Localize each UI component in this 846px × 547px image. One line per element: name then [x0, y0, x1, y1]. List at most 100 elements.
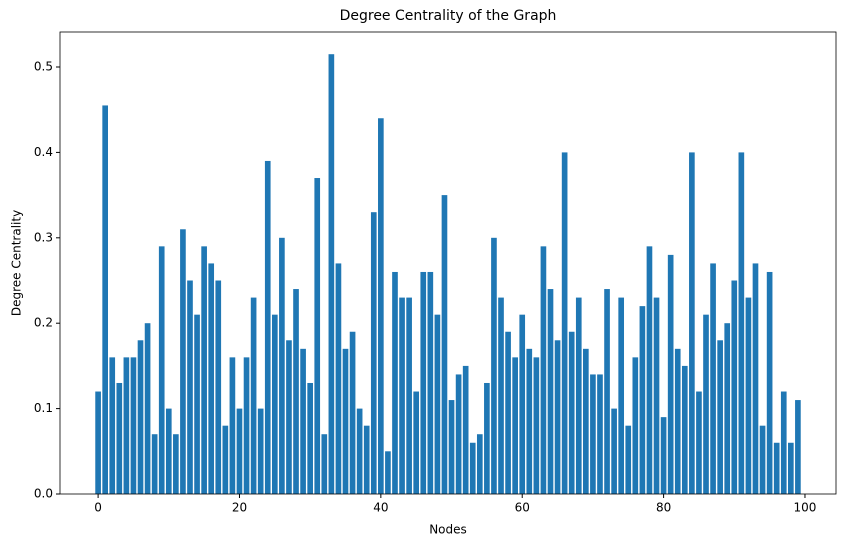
bar [766, 271, 773, 494]
bar [335, 263, 342, 494]
bar [646, 246, 653, 494]
bar [540, 246, 547, 494]
bar [568, 331, 575, 494]
bar [95, 391, 101, 494]
bar [194, 314, 200, 494]
bar [392, 271, 398, 494]
bar [236, 408, 243, 494]
bar [455, 374, 462, 494]
bar [639, 306, 646, 494]
x-tick-label: 0 [94, 501, 102, 515]
bar [469, 442, 476, 494]
bar [257, 408, 264, 494]
bar [229, 357, 236, 494]
x-tick-label: 40 [373, 501, 388, 515]
bar [158, 246, 165, 494]
bar [476, 434, 483, 494]
bar [611, 408, 617, 494]
bar [399, 297, 405, 494]
bar [370, 212, 377, 494]
x-tick-label: 80 [656, 501, 671, 515]
bar [356, 408, 363, 494]
bar [731, 280, 738, 494]
x-tick-label: 20 [232, 501, 247, 515]
bar [279, 237, 285, 494]
bar [724, 323, 731, 494]
bar [413, 391, 420, 494]
bar [130, 357, 137, 494]
bar [653, 297, 660, 494]
bar [144, 323, 151, 494]
y-axis-label: Degree Centrality [10, 210, 24, 316]
bar [102, 105, 108, 494]
bar [314, 178, 321, 494]
bar [116, 382, 123, 494]
bar [738, 152, 745, 495]
y-tick-label: 0.0 [34, 487, 53, 501]
bar [795, 400, 801, 494]
bar [328, 54, 335, 494]
y-tick-label: 0.3 [34, 230, 53, 244]
bar [165, 408, 172, 494]
bar [201, 246, 207, 494]
x-tick-label: 100 [794, 501, 817, 515]
bar [681, 365, 688, 494]
x-axis-label: Nodes [429, 523, 467, 537]
bar [575, 297, 582, 494]
bar [187, 280, 193, 494]
bar [420, 271, 427, 494]
bar [780, 391, 787, 494]
bar [307, 382, 313, 494]
bar [554, 340, 561, 494]
bar [243, 357, 250, 494]
bar [448, 400, 455, 494]
bar [180, 229, 186, 495]
bar [208, 263, 215, 494]
bar [703, 314, 709, 494]
bar [759, 425, 766, 494]
bar [264, 160, 271, 495]
bar [512, 357, 518, 494]
bar [752, 263, 759, 494]
bar [526, 348, 533, 494]
bar [406, 297, 412, 494]
bar [215, 280, 222, 494]
bar [151, 434, 158, 494]
bar [625, 425, 632, 494]
bar [788, 442, 794, 494]
bar [717, 340, 723, 494]
bar [505, 331, 511, 494]
bar [123, 357, 130, 494]
bar [773, 442, 780, 494]
y-tick-label: 0.2 [34, 316, 53, 330]
bar [321, 434, 328, 494]
bar [462, 365, 469, 494]
bar [385, 451, 391, 494]
bar [660, 417, 667, 494]
bar [173, 434, 179, 494]
bar [604, 289, 610, 494]
bar [286, 340, 292, 494]
bar [300, 348, 306, 494]
bar [597, 374, 603, 494]
bar [667, 254, 674, 494]
bar [363, 425, 370, 494]
bar [689, 152, 695, 495]
bar [710, 263, 716, 494]
bar [632, 357, 639, 494]
bar [427, 271, 434, 494]
bar [491, 237, 497, 494]
bar [696, 391, 702, 494]
bar [590, 374, 596, 494]
bar [561, 152, 568, 495]
x-tick-label: 60 [515, 501, 530, 515]
bar [519, 314, 526, 494]
bar [547, 289, 554, 494]
bar [533, 357, 540, 494]
bar [674, 348, 681, 494]
plot-frame [59, 31, 837, 495]
bar [618, 297, 625, 494]
chart-title: Degree Centrality of the Graph [340, 8, 557, 24]
bar [441, 195, 448, 494]
